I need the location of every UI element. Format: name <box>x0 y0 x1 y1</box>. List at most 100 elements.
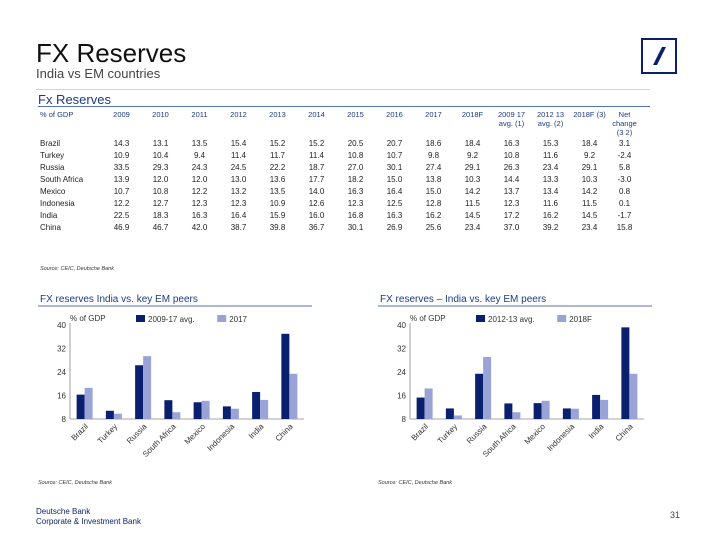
table-cell: 12.0 <box>191 174 208 184</box>
table-cell: 23.4 <box>581 222 598 232</box>
footer-line1: Deutsche Bank <box>36 507 91 516</box>
table-cell: 13.3 <box>542 174 559 184</box>
chart-source: Source: CEIC, Deutsche Bank <box>38 480 112 486</box>
table-header-cell: 2009 <box>113 110 130 119</box>
table-cell: 11.5 <box>582 198 597 208</box>
legend-swatch <box>476 315 485 322</box>
table-cell: 30.1 <box>386 162 403 172</box>
chart-bar <box>416 397 425 419</box>
x-tick-label: Brazil <box>70 422 91 443</box>
table-cell: 24.3 <box>191 162 208 172</box>
table-cell: 46.7 <box>152 222 169 232</box>
y-tick-label: 32 <box>57 345 66 354</box>
legend-label: 2017 <box>229 315 247 324</box>
table-header-cell: 2015 <box>347 110 364 119</box>
chart-right-svg: FX reserves – India vs. key EM peers % of… <box>378 294 652 486</box>
table-cell: 10.3 <box>581 174 598 184</box>
x-tick-label: India <box>247 422 266 441</box>
table-cell: 12.3 <box>191 198 208 208</box>
table-cell: 12.2 <box>113 198 130 208</box>
x-tick-label: India <box>587 422 606 441</box>
table-header-cell: 2009 17 avg. (1) <box>497 110 526 128</box>
x-tick-label: Brazil <box>410 422 431 443</box>
chart-bar <box>193 402 202 419</box>
table-header-cell: 2012 13 avg. (2) <box>536 110 565 128</box>
table-cell: 42.0 <box>191 222 208 232</box>
table-cell: 14.3 <box>113 138 130 148</box>
table-row: Russia 33.5 29.3 24.3 24.5 22.2 18.7 27.0 30.1 27… <box>38 161 640 173</box>
table-cell: 30.1 <box>347 222 364 232</box>
legend-swatch <box>217 315 227 322</box>
table-header-cell: Net change (3 2) <box>612 110 637 137</box>
table-cell: 12.8 <box>425 198 442 208</box>
table-cell: 13.0 <box>230 174 247 184</box>
table-cell: 18.4 <box>581 138 598 148</box>
legend-label: 2009-17 avg. <box>148 315 195 324</box>
table-cell: -2.4 <box>617 150 632 160</box>
table-header-cell: 2013 <box>269 110 286 119</box>
x-tick-label: China <box>274 422 296 444</box>
x-tick-label: Turkey <box>436 422 459 445</box>
table-header-cell: 2014 <box>308 110 325 119</box>
table-cell: -3.0 <box>617 174 632 184</box>
table-cell: 24.5 <box>230 162 247 172</box>
table-row: South Africa 13.9 12.0 12.0 13.0 13.6 17.7 18.2… <box>38 173 640 185</box>
table-cell: 15.9 <box>269 210 286 220</box>
chart-bar <box>252 391 261 419</box>
y-tick-label: 16 <box>57 392 66 401</box>
table-cell: 0.8 <box>618 186 631 196</box>
legend-label: 2012-13 avg. <box>488 315 535 324</box>
table-cell: 18.3 <box>152 210 169 220</box>
page-subtitle: India vs EM countries <box>36 66 161 81</box>
table-row-label: India <box>40 210 58 220</box>
table-cell: 10.7 <box>386 150 403 160</box>
table-cell: 11.5 <box>465 198 480 208</box>
chart-bar <box>629 373 638 419</box>
table-header-cell: 2018F (3) <box>573 110 606 119</box>
table-cell: 18.7 <box>308 162 325 172</box>
x-tick-label: Mexico <box>183 422 208 447</box>
table-title-rule <box>38 106 650 107</box>
table-header-cell: % of GDP <box>40 110 74 119</box>
table-cell: 17.2 <box>503 210 520 220</box>
table-cell: 15.2 <box>308 138 325 148</box>
table-cell: 16.4 <box>386 186 403 196</box>
chart-bar <box>281 333 290 419</box>
table-cell: 12.3 <box>503 198 520 208</box>
table-cell: 29.1 <box>581 162 598 172</box>
chart-right: FX reserves – India vs. key EM peers % of… <box>376 290 654 495</box>
chart-source: Source: CEIC, Deutsche Bank <box>378 480 452 486</box>
chart-bar <box>260 399 269 419</box>
table-cell: 13.5 <box>191 138 208 148</box>
chart-bar <box>533 403 542 419</box>
table-title: Fx Reserves <box>38 92 111 107</box>
table-cell: 23.4 <box>464 222 481 232</box>
table-cell: 38.7 <box>230 222 247 232</box>
y-tick-label: 32 <box>397 345 406 354</box>
table-cell: 10.4 <box>152 150 169 160</box>
table-cell: 10.8 <box>152 186 169 196</box>
chart-ylabel: % of GDP <box>70 314 106 323</box>
table-row: Brazil 14.3 13.1 13.5 15.4 15.2 15.2 20.5 20.7 18… <box>38 137 640 149</box>
table-cell: 5.8 <box>618 162 631 172</box>
table-cell: 20.5 <box>347 138 364 148</box>
table-cell: 9.4 <box>193 150 206 160</box>
x-tick-label: Russia <box>465 422 489 446</box>
table-cell: 39.2 <box>542 222 559 232</box>
table-cell: 11.7 <box>270 150 285 160</box>
table-cell: 12.3 <box>347 198 364 208</box>
table-cell: 12.2 <box>191 186 208 196</box>
table-header-cell: 2010 <box>152 110 169 119</box>
chart-bar <box>541 400 550 419</box>
table-cell: 26.9 <box>386 222 403 232</box>
chart-left: FX reserves India vs. key EM peers % of G… <box>36 290 314 495</box>
table-cell: 16.3 <box>347 186 364 196</box>
chart-bar <box>230 408 239 419</box>
table-cell: 9.2 <box>466 150 479 160</box>
table-cell: 11.6 <box>543 198 558 208</box>
table-cell: 20.7 <box>386 138 403 148</box>
table-cell: -1.7 <box>617 210 632 220</box>
table-row-label: China <box>40 222 61 232</box>
footer: Deutsche Bank Corporate & Investment Ban… <box>36 507 141 527</box>
table-cell: 46.9 <box>113 222 130 232</box>
